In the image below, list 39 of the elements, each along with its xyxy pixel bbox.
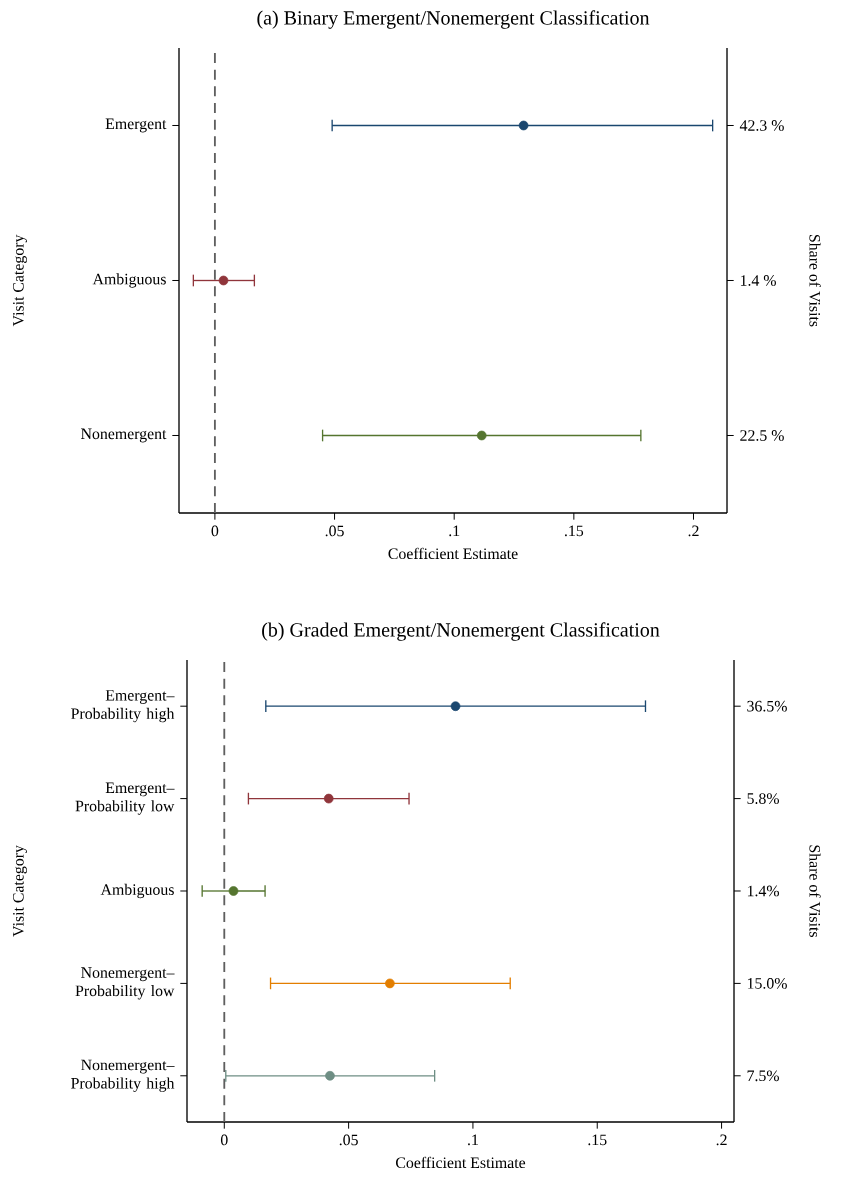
y-tick-label: Emergent: [105, 118, 167, 133]
x-tick-label: .2: [716, 1134, 727, 1146]
y2-tick-label: 5.8%: [747, 793, 779, 804]
point: [325, 1070, 335, 1081]
chart-title: (a) Binary Emergent/Nonemergent Classification: [257, 10, 650, 29]
x-tick-label: .1: [449, 525, 460, 537]
y2-tick-label: 1.4%: [747, 885, 779, 897]
y-tick-label: Ambiguous: [100, 883, 174, 899]
y2-axis-title: Share of Visits: [809, 845, 821, 938]
y2-tick-label: 7.5%: [747, 1070, 779, 1082]
point: [228, 886, 239, 896]
y-tick-label: Nonemergent: [81, 428, 167, 443]
y-axis-title: Visit Category: [13, 845, 27, 937]
y-tick-label: Emergent–Probability high: [71, 690, 175, 723]
y2-tick-label: 36.5%: [747, 700, 787, 712]
x-tick-label: .2: [688, 525, 699, 537]
x-tick-label: 0: [211, 525, 219, 537]
point: [323, 793, 334, 804]
y-tick-label: Emergent–Probability low: [75, 782, 175, 815]
y-tick-label: Ambiguous: [92, 273, 166, 288]
x-tick-label: .05: [339, 1134, 358, 1146]
x-tick-label: .1: [468, 1134, 478, 1146]
y-axis-title: Visit Category: [13, 234, 27, 327]
y2-tick-label: 42.3 %: [739, 120, 784, 131]
x-axis-title: Coefficient Estimate: [388, 547, 518, 560]
y-tick-label: Nonemergent–Probability low: [75, 967, 175, 1000]
y2-axis-title: Share of Visits: [809, 234, 821, 327]
point: [450, 701, 461, 712]
x-tick-label: .15: [588, 1134, 607, 1146]
y2-tick-label: 22.5 %: [740, 430, 784, 441]
x-tick-label: .15: [565, 525, 584, 537]
y2-tick-label: 15.0%: [747, 978, 787, 989]
x-axis-title: Coefficient Estimate: [396, 1156, 526, 1169]
y2-tick-label: 1.4 %: [740, 275, 776, 286]
y-tick-label: Nonemergent–Probability high: [71, 1059, 175, 1092]
chart-title: (b) Graded Emergent/Nonemergent Classification: [262, 622, 660, 641]
x-tick-label: 0: [220, 1134, 228, 1146]
x-tick-label: .05: [325, 525, 344, 537]
point: [385, 978, 395, 989]
